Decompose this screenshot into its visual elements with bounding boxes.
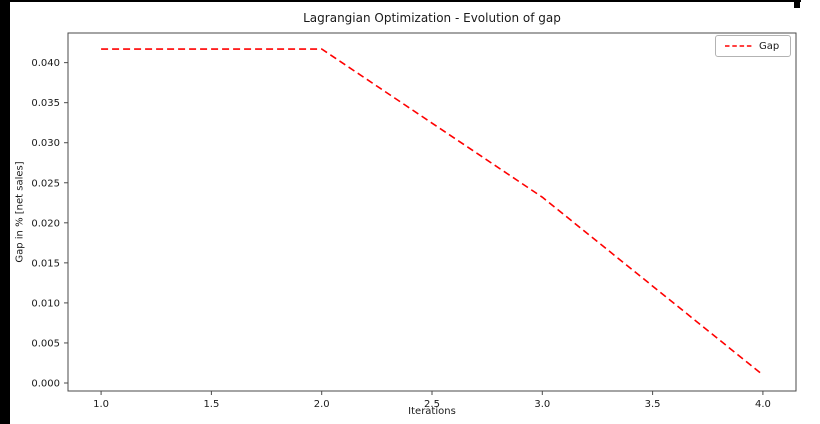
y-tick-label: 0.035 — [31, 98, 60, 109]
x-tick-label: 3.5 — [645, 399, 661, 410]
axes-spines — [67, 32, 797, 392]
y-tick-label: 0.010 — [31, 298, 60, 309]
window-border-top — [0, 0, 801, 2]
legend-label: Gap — [759, 40, 780, 52]
x-tick-label: 1.5 — [203, 399, 219, 410]
chart-title: Lagrangian Optimization - Evolution of g… — [303, 11, 561, 25]
series-line-gap — [101, 48, 764, 376]
window-border-corner — [794, 0, 800, 8]
legend: Gap — [715, 35, 791, 57]
x-tick-label: 4.0 — [755, 399, 771, 410]
window-border-left — [0, 0, 10, 424]
y-tick-label: 0.025 — [31, 178, 60, 189]
y-tick-label: 0.000 — [31, 378, 60, 389]
x-axis-label: Iterations — [408, 406, 456, 417]
y-axis-label: Gap in % [net sales] — [14, 161, 26, 263]
legend-line-sample — [725, 45, 752, 47]
y-tick-label: 0.005 — [31, 338, 60, 349]
x-tick-label: 3.0 — [534, 399, 550, 410]
y-tick-label: 0.030 — [31, 138, 60, 149]
y-tick-label: 0.020 — [31, 218, 60, 229]
y-tick-label: 0.040 — [31, 58, 60, 69]
x-tick-label: 2.5 — [424, 399, 440, 410]
x-tick-label: 1.0 — [93, 399, 109, 410]
x-tick-label: 2.0 — [314, 399, 330, 410]
y-tick-label: 0.015 — [31, 258, 60, 269]
